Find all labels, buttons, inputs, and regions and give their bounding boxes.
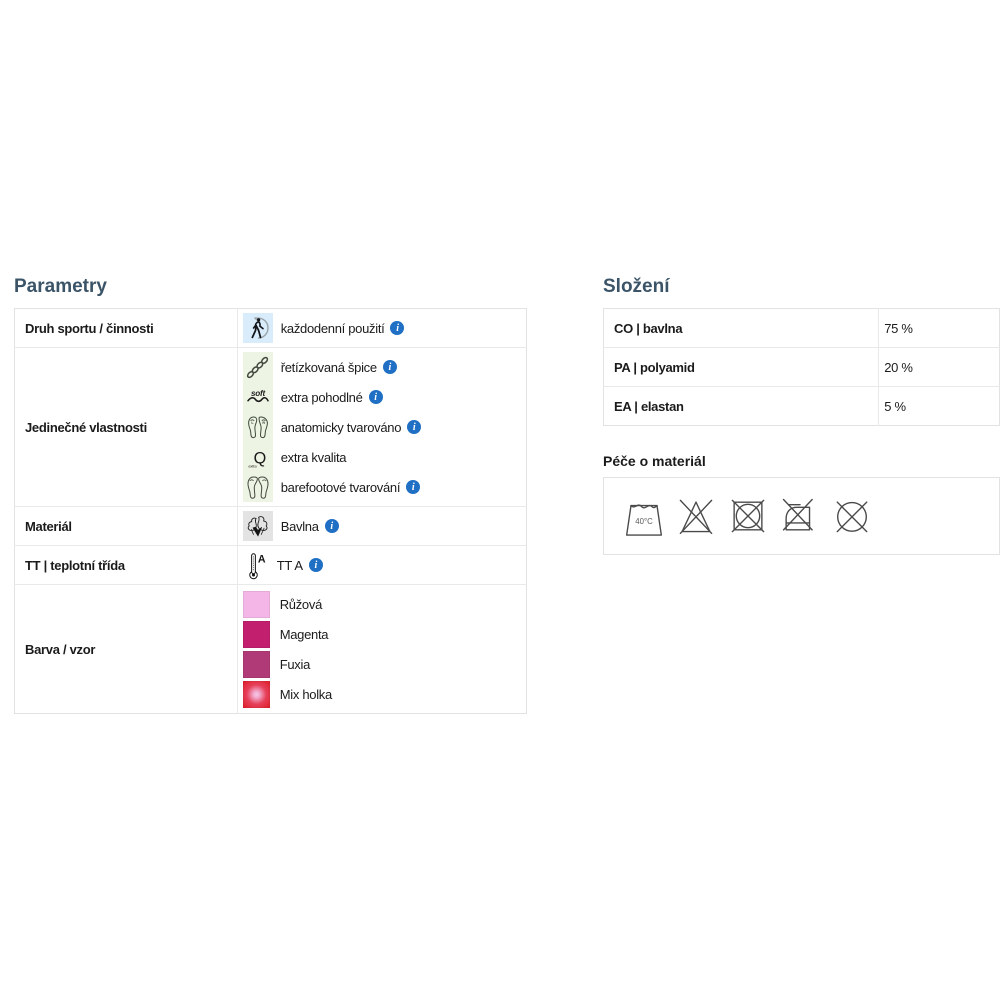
svg-text:R: R bbox=[262, 421, 265, 425]
svg-text:extra: extra bbox=[248, 464, 257, 469]
svg-text:L: L bbox=[251, 421, 254, 425]
svg-text:A: A bbox=[258, 554, 266, 566]
svg-text:soft: soft bbox=[251, 389, 266, 398]
svg-text:40°C: 40°C bbox=[635, 517, 653, 526]
